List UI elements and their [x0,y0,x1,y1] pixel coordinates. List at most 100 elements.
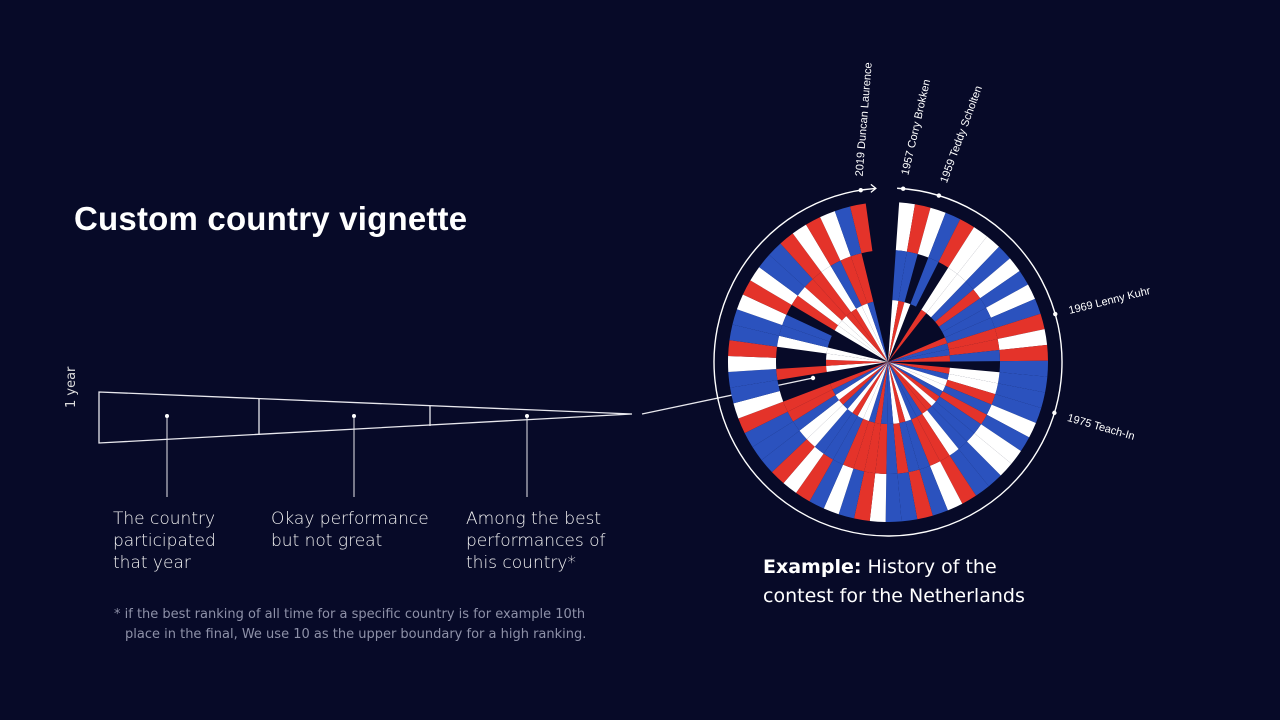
wedge-segment-inner [888,362,932,411]
wedge-segment-middle [776,365,827,381]
wedge-segment-middle [783,383,833,412]
wedge-segment-outer [885,473,902,522]
wedge-segment-inner [888,300,905,362]
caption-okay: Okay performance but not great [271,508,429,552]
wedge-segment-outer [759,254,805,296]
wedge-segment-inner [888,300,899,362]
legend-dot [165,414,169,418]
wedge-segment-inner [888,362,912,422]
wedge-segment-inner [846,312,888,362]
wedge-segment-outer [928,212,961,263]
caption-line: participated [113,531,216,551]
footnote-line: * if the best ranking of all time for a … [114,607,586,622]
wedge-segment-inner [888,362,900,424]
wedge-segment-outer [940,455,977,504]
wedge-segment-outer [728,356,777,372]
wedge-segment-outer [938,219,975,268]
annotation-label: 1959 Teddy Scholten [938,84,985,184]
wedge-segment-middle [812,271,852,317]
wedge-segment-outer [906,204,931,255]
wedge-segment-middle [797,286,842,326]
footnote: * if the best ranking of all time for a … [114,605,586,645]
wedge-segment-outer [990,298,1041,329]
annotation-dot [858,187,863,193]
wedge-segment-middle [949,350,1000,362]
wedge-segment-outer [986,404,1036,438]
wedge-segment-outer [999,360,1048,377]
wedge-segment-outer [966,433,1012,476]
wedge-segment-outer [919,465,948,516]
wedge-segment-outer [733,390,784,419]
wedge-segment-outer [995,383,1046,408]
caption-line: but not great [271,531,383,551]
wedge-segment-inner [888,362,946,392]
caption-line: this country* [466,553,576,573]
example-caption: Example: History of the contest for the … [763,553,1025,611]
wedge-segment-inner [867,301,888,362]
wedge-segment-middle [791,295,839,331]
wedge-segment-outer [929,461,963,511]
arrow-head-icon [870,183,877,193]
annotation-label: 2019 Duncan Laurence [854,62,875,177]
wedge-segment-inner [880,362,888,424]
wedge-segment-outer [742,280,792,315]
wedge-segment-outer [981,414,1030,452]
wedge-segment-middle [926,274,966,318]
example-label: Example: [763,556,862,578]
legend-pointer-line [641,377,814,415]
wedge-segment-inner [829,362,888,390]
annotation-dot [900,186,906,191]
wedge-segment-middle [787,389,836,422]
page-title: Custom country vignette [74,200,468,237]
example-text: History of the [861,556,997,578]
wedge-segment-middle [922,410,959,456]
legend-dot [525,414,529,418]
wedge-segment-middle [945,379,996,405]
annotation-dot [1052,410,1057,416]
wedge-segment-middle [799,400,844,440]
wedge-segment-middle [850,253,874,304]
wedge-segment-middle [898,251,918,303]
wedge-segment-outer [854,471,876,521]
wedge-segment-middle [927,406,967,449]
wedge-segment-inner [874,362,888,424]
wedge-segment-outer [958,441,1001,487]
wedge-segment-middle [948,339,1000,356]
wedge-segment-middle [875,423,888,474]
wedge-segment-inner [888,337,948,362]
wedge-segment-middle [853,420,875,472]
wedge-segment-middle [910,257,939,307]
footnote-line: place in the final, We use 10 as the upp… [125,627,587,642]
legend-dot [352,414,356,418]
wedge-segment-outer [869,473,887,522]
wedge-segment-middle [948,367,1000,384]
wedge-segment-inner [888,362,948,386]
wedge-segment-middle [899,421,920,473]
wedge-segment-inner [888,309,927,362]
legend-wedge [98,377,814,497]
wedge-segment-outer [948,227,988,275]
wedge-segment-middle [782,314,832,342]
wedge-segment-outer [895,202,915,252]
wedge-segment-middle [823,412,858,460]
wedge-segment-outer [820,211,851,261]
wedge-segment-inner [888,362,936,407]
wedge-segment-outer [834,206,862,257]
wedge-segment-inner [857,362,888,419]
wedge-segment-outer [769,243,813,287]
pointer-dot [810,375,816,381]
caption-line: Okay performance [271,509,429,529]
wedge-segment-outer [997,372,1048,393]
wedge-segment-middle [939,391,987,425]
wedge-segment-inner [888,362,928,414]
wedge-segment-outer [730,380,780,404]
wedge-segment-outer [850,203,873,254]
wedge-segment-outer [761,430,807,473]
wedge-segment-outer [999,344,1048,362]
wedge-segment-outer [974,424,1021,464]
wedge-segment-outer [917,207,946,258]
wedge-segment-middle [921,267,958,314]
wedge-segment-inner [841,316,888,362]
wedge-segment-outer [728,340,778,358]
caption-participated: The country participated that year [113,508,216,574]
